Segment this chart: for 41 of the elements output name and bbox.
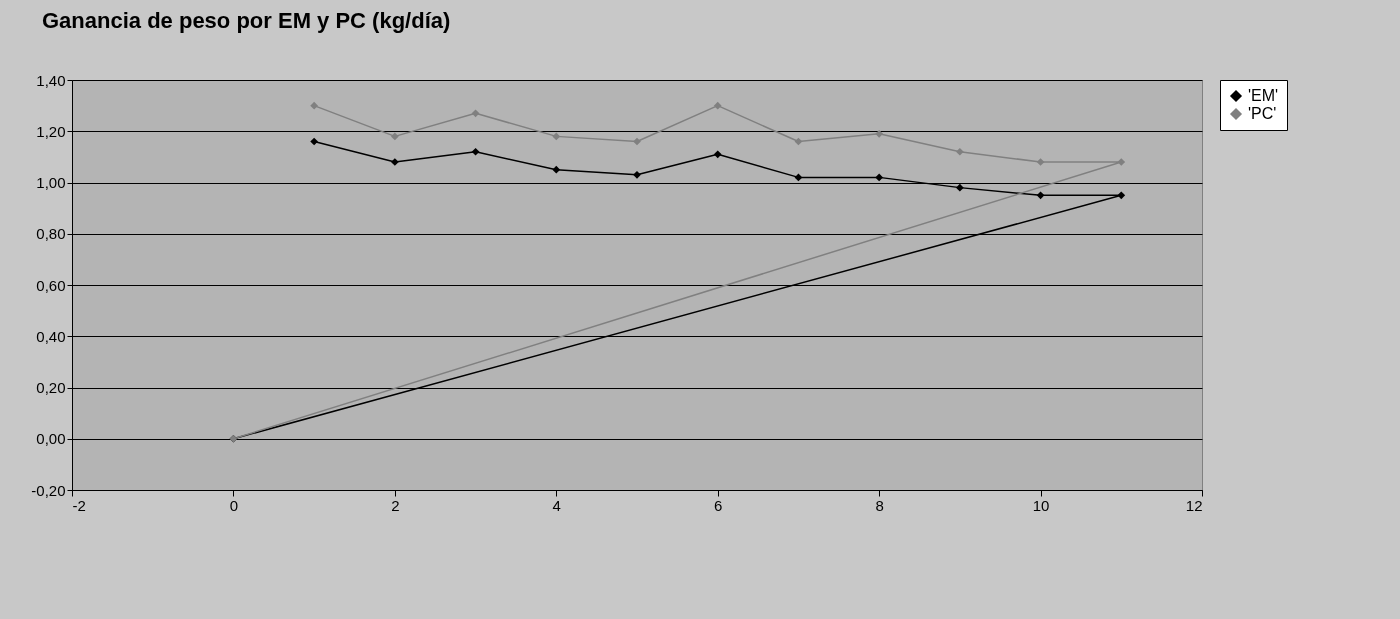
point — [552, 165, 561, 174]
point — [875, 173, 884, 182]
legend-label: 'EM' — [1248, 87, 1279, 104]
x-tick-label: 12 — [1185, 496, 1203, 514]
y-tick-label: 1,20 — [36, 122, 66, 140]
point — [471, 147, 480, 156]
x-tick-label: 10 — [1032, 496, 1050, 514]
point — [1036, 158, 1045, 166]
y-tick-label: 1,40 — [36, 71, 66, 89]
point — [471, 109, 480, 118]
point — [875, 129, 884, 138]
point — [713, 101, 722, 110]
point — [1117, 158, 1126, 166]
point — [633, 137, 641, 146]
y-tick-label: 0,40 — [36, 327, 66, 345]
point — [794, 173, 803, 182]
x-tick-label: 0 — [229, 496, 239, 514]
legend-label: 'PC' — [1248, 105, 1277, 122]
y-tick-label: 1,00 — [36, 174, 66, 191]
y-tick-label: 0,20 — [36, 379, 66, 396]
y-tick-label: 0,60 — [36, 276, 66, 294]
x-tick-label: 6 — [714, 496, 723, 514]
point — [1117, 191, 1126, 200]
y-tick-label: 0,00 — [36, 430, 66, 448]
x-tick-label: -2 — [72, 496, 86, 514]
point — [955, 147, 964, 156]
point — [310, 137, 319, 146]
y-tick-label: -0,20 — [31, 481, 66, 499]
chart-title: Ganancia de peso por EM y PC (kg/día) — [42, 8, 451, 33]
x-tick-label: 4 — [552, 496, 561, 514]
point — [390, 132, 399, 141]
point — [713, 150, 722, 159]
x-tick-label: 8 — [875, 496, 884, 514]
point — [552, 132, 561, 141]
point — [633, 170, 641, 179]
point — [955, 183, 964, 192]
point — [310, 101, 319, 110]
y-tick-label: 0,80 — [36, 225, 66, 243]
x-tick-label: 2 — [391, 496, 400, 514]
point — [390, 158, 399, 166]
point — [1036, 191, 1045, 200]
